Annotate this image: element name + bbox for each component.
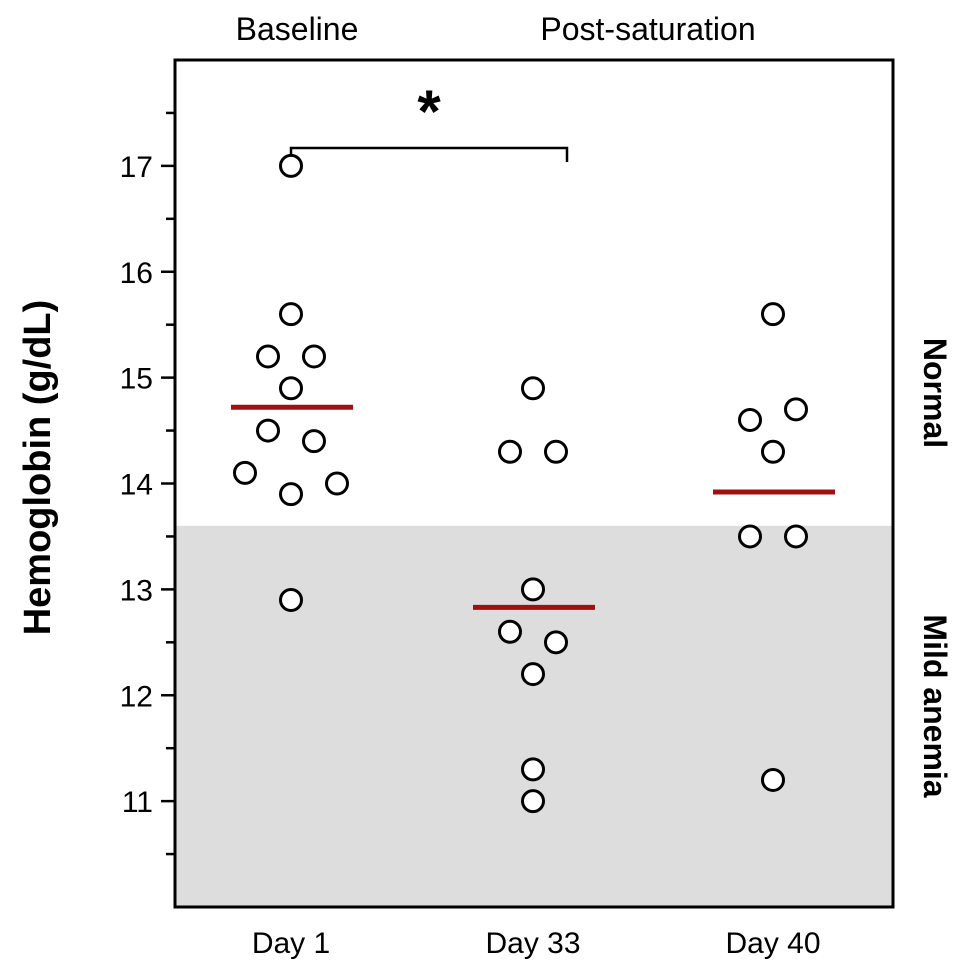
data-point (256, 418, 280, 443)
y-tick-label: 15 (120, 363, 153, 396)
data-point (302, 344, 326, 369)
data-points (233, 153, 808, 814)
data-point (761, 302, 785, 327)
data-point (784, 397, 808, 422)
zone-label: Mild anemia (917, 614, 953, 797)
data-point (279, 302, 303, 327)
data-point (521, 577, 545, 602)
data-point (761, 439, 785, 464)
data-point (233, 460, 257, 485)
y-tick-label: 16 (120, 257, 153, 290)
data-point (544, 630, 568, 655)
data-point (738, 407, 762, 432)
x-tick-label: Day 33 (485, 927, 580, 960)
significance-bracket-line (289, 146, 569, 162)
data-point (302, 429, 326, 454)
x-tick-label: Day 40 (725, 927, 820, 960)
data-point (521, 757, 545, 782)
data-point (761, 767, 785, 792)
data-point (279, 153, 303, 178)
data-point (521, 789, 545, 814)
mean-lines (231, 404, 835, 610)
data-point (521, 662, 545, 687)
y-tick-label: 12 (120, 680, 153, 713)
data-point (279, 587, 303, 612)
data-point (256, 344, 280, 369)
data-point (498, 439, 522, 464)
significance-asterisk: * (417, 78, 441, 145)
significance-bracket: * (289, 78, 569, 162)
y-tick-label: 11 (122, 786, 153, 819)
data-point (325, 471, 349, 496)
group-labels: Baseline Post-saturation (236, 11, 756, 47)
data-point (784, 524, 808, 549)
y-axis-ticks (161, 111, 175, 856)
group-label: Baseline (236, 11, 359, 47)
data-point (738, 524, 762, 549)
y-tick-label: 17 (120, 151, 153, 184)
data-point (544, 439, 568, 464)
zone-label: Normal (917, 338, 953, 448)
data-point (279, 482, 303, 507)
x-axis-tick-labels: Day 1 Day 33 Day 40 (252, 927, 821, 960)
zone-labels: Normal Mild anemia (917, 338, 953, 798)
y-tick-label: 14 (120, 469, 153, 502)
data-point (279, 376, 303, 401)
y-tick-label: 13 (120, 574, 153, 607)
y-axis-label: Hemoglobin (g/dL) (17, 300, 59, 636)
data-point (521, 376, 545, 401)
data-point (498, 619, 522, 644)
group-label: Post-saturation (540, 11, 755, 47)
x-tick-label: Day 1 (252, 927, 330, 960)
y-axis-tick-labels: 11 12 13 14 15 16 17 (120, 151, 153, 819)
